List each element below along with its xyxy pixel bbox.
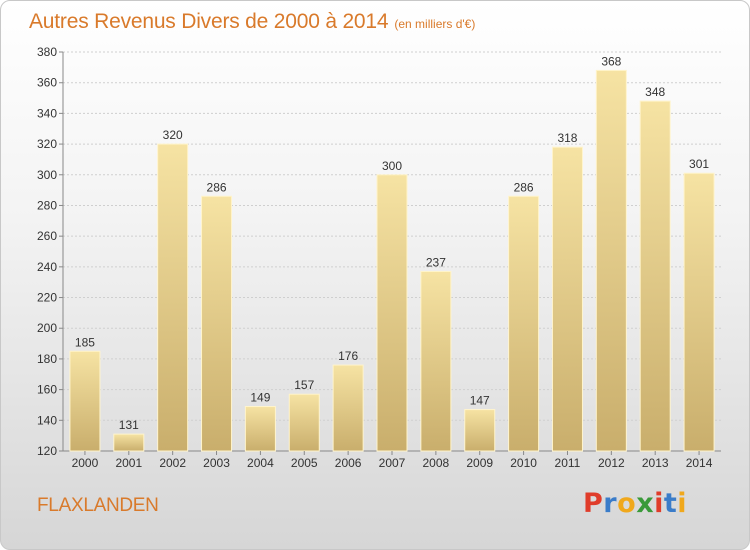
x-tick-label: 2014: [686, 456, 713, 470]
x-tick-label: 2013: [642, 456, 669, 470]
data-label: 185: [75, 335, 95, 349]
data-label: 157: [294, 378, 314, 392]
data-label: 300: [382, 159, 402, 173]
y-tick-label: 380: [37, 45, 57, 59]
bar: [244, 405, 276, 452]
y-tick-label: 240: [37, 260, 57, 274]
bar: [69, 350, 101, 452]
x-tick-label: 2009: [466, 456, 493, 470]
x-tick-label: 2000: [72, 456, 99, 470]
x-tick-label: 2002: [159, 456, 186, 470]
data-label: 301: [689, 157, 709, 171]
x-tick-label: 2001: [115, 456, 142, 470]
data-label: 318: [557, 131, 577, 145]
x-tick-label: 2005: [291, 456, 318, 470]
chart-title: Autres Revenus Divers de 2000 à 2014 (en …: [29, 10, 475, 34]
data-label: 368: [601, 54, 621, 68]
data-label: 149: [250, 390, 270, 404]
bar: [288, 393, 320, 452]
x-tick-label: 2003: [203, 456, 230, 470]
brand-letter: i: [677, 488, 688, 519]
bar: [683, 172, 715, 452]
y-tick-label: 180: [37, 352, 57, 366]
town-name: FLAXLANDEN: [37, 495, 159, 516]
data-label: 147: [470, 394, 490, 408]
brand-letter: r: [603, 488, 618, 519]
data-label: 286: [514, 180, 534, 194]
brand-letter: x: [636, 488, 655, 519]
bar: [639, 100, 671, 452]
chart-title-text: Autres Revenus Divers de 2000 à 2014: [29, 10, 389, 33]
bar: [508, 195, 540, 452]
y-tick-label: 140: [37, 413, 57, 427]
brand-letter: t: [663, 488, 678, 519]
data-label: 348: [645, 85, 665, 99]
data-label: 176: [338, 349, 358, 363]
y-tick-label: 320: [37, 137, 57, 151]
y-tick-label: 360: [37, 76, 57, 90]
y-tick-label: 340: [37, 106, 57, 120]
bar: [464, 409, 496, 452]
bar: [113, 433, 145, 452]
x-tick-label: 2010: [510, 456, 537, 470]
x-tick-label: 2004: [247, 456, 274, 470]
bar: [551, 146, 583, 452]
bar: [376, 174, 408, 452]
x-tick-label: 2012: [598, 456, 625, 470]
y-tick-label: 260: [37, 229, 57, 243]
y-tick-label: 160: [37, 383, 57, 397]
bar: [332, 364, 364, 452]
bar: [157, 143, 189, 452]
y-tick-label: 120: [37, 444, 57, 458]
brand-letter: i: [654, 488, 664, 519]
x-tick-label: 2008: [423, 456, 450, 470]
chart-subtitle: (en milliers d'€): [394, 17, 476, 31]
bar: [201, 195, 233, 452]
data-label: 320: [163, 128, 183, 142]
data-label: 131: [119, 418, 139, 432]
x-tick-label: 2006: [335, 456, 362, 470]
brand-logo: Proxiti: [583, 488, 687, 519]
y-tick-label: 200: [37, 321, 57, 335]
data-label: 286: [207, 180, 227, 194]
y-tick-label: 220: [37, 291, 57, 305]
bar: [420, 270, 452, 452]
y-tick-label: 280: [37, 198, 57, 212]
x-tick-label: 2011: [555, 456, 581, 470]
data-label: 237: [426, 255, 446, 269]
y-tick-label: 300: [37, 168, 57, 182]
brand-letter: o: [617, 488, 637, 519]
bar: [595, 69, 627, 452]
brand-letter: P: [583, 488, 604, 519]
x-tick-label: 2007: [379, 456, 406, 470]
